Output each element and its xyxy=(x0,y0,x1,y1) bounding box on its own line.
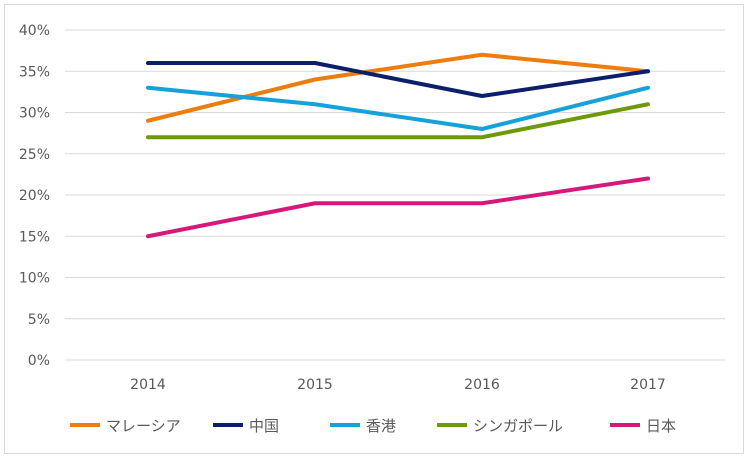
series-lines xyxy=(146,52,650,239)
x-axis: 2014 2015 2016 2017 xyxy=(130,377,666,393)
x-tick-label: 2016 xyxy=(464,377,500,393)
x-tick-label: 2014 xyxy=(130,377,166,393)
y-tick-label: 15% xyxy=(19,229,50,245)
line-chart: 0%5%10%15%20%25%30%35%40% 2014 2015 2016 20… xyxy=(19,23,725,435)
series-line-0 xyxy=(146,52,650,123)
y-axis: 0% 5% 10% 15% 20% 25% 30% 35% 40% xyxy=(19,23,50,369)
legend-label: シンガポール xyxy=(473,417,563,435)
series-line-1 xyxy=(146,61,650,98)
legend-label: 香港 xyxy=(366,417,396,435)
y-tick-label: 25% xyxy=(19,147,50,163)
legend-label: マレーシア xyxy=(106,417,181,435)
series-line-2 xyxy=(146,85,650,131)
x-tick-label: 2015 xyxy=(297,377,333,393)
y-tick-label: 5% xyxy=(28,312,50,328)
chart-frame: 0% 5% 10% 15% 20% 25% 30% 35% 40% 2014 2015 2016 20… xyxy=(4,4,744,454)
y-tick-label: 35% xyxy=(19,64,50,80)
y-tick-label: 0% xyxy=(28,353,50,369)
y-tick-label: 10% xyxy=(19,271,50,287)
x-tick-label: 2017 xyxy=(630,377,666,393)
series-line-4 xyxy=(146,176,650,239)
legend-label: 日本 xyxy=(646,417,676,435)
y-tick-label: 40% xyxy=(19,23,50,39)
legend: マレーシア 中国 香港 シンガポール 日本 xyxy=(70,417,676,435)
y-tick-label: 30% xyxy=(19,106,50,122)
y-tick-label: 20% xyxy=(19,188,50,204)
legend-label: 中国 xyxy=(249,417,279,435)
series-line-3 xyxy=(146,102,650,140)
